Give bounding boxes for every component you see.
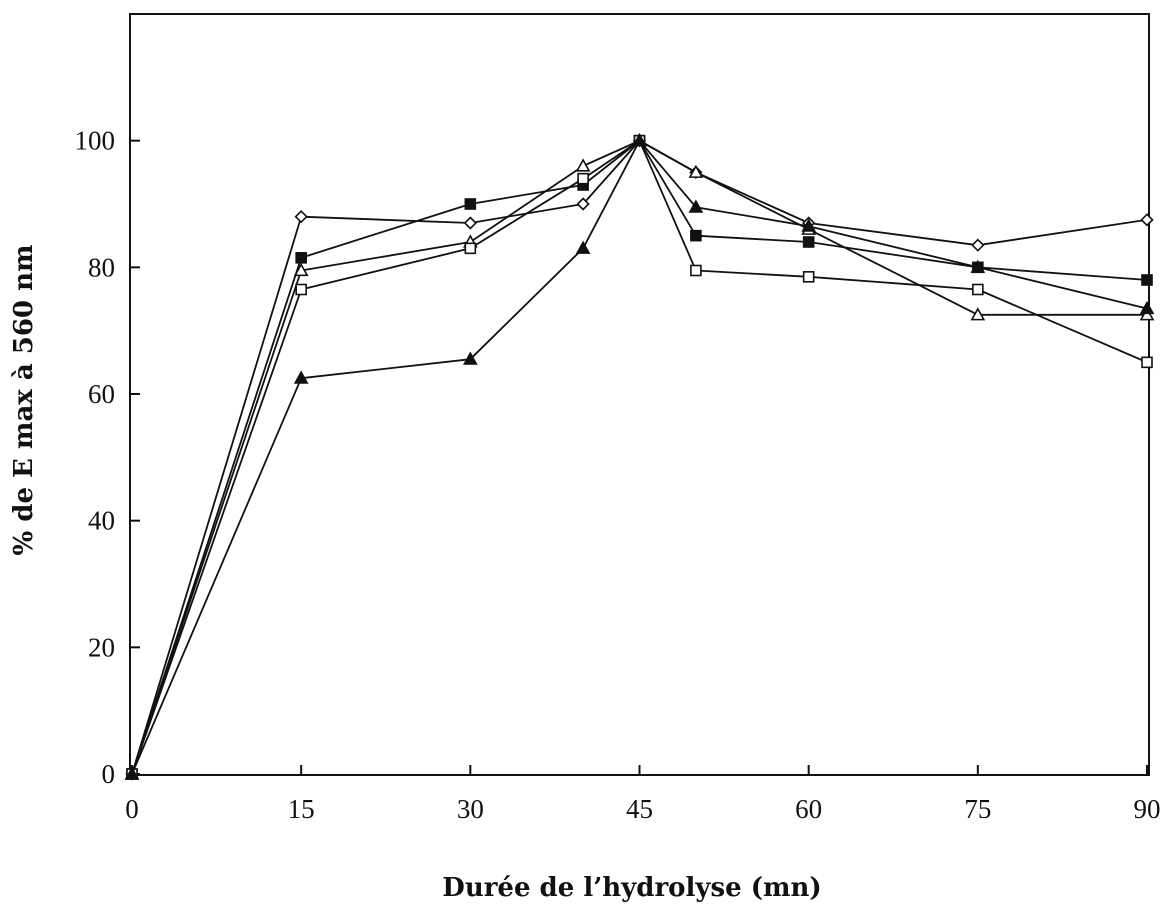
data-point-open-square bbox=[295, 283, 307, 296]
series-filled-triangle bbox=[124, 133, 1155, 780]
y-axis-title: % de E max à 560 nm bbox=[9, 245, 39, 556]
data-point-open-triangle bbox=[1139, 307, 1155, 321]
y-tick-label: 20 bbox=[88, 632, 115, 662]
data-point-open-triangle bbox=[575, 158, 591, 172]
data-point-filled-square bbox=[690, 229, 702, 242]
data-point-open-diamond bbox=[576, 197, 590, 211]
data-point-open-triangle bbox=[970, 307, 986, 321]
data-point-open-square bbox=[972, 283, 984, 296]
data-point-open-square bbox=[464, 242, 477, 255]
y-tick-label: 100 bbox=[75, 126, 116, 156]
series-layer bbox=[124, 133, 1155, 781]
data-point-filled-triangle bbox=[801, 218, 817, 232]
data-point-filled-triangle bbox=[462, 351, 478, 365]
series-open-diamond bbox=[125, 134, 1154, 781]
series-line-open-triangle bbox=[131, 139, 1147, 775]
x-tick-label: 30 bbox=[457, 794, 484, 824]
data-point-open-diamond bbox=[1140, 213, 1154, 227]
series-open-square bbox=[126, 134, 1153, 780]
data-point-filled-triangle bbox=[1139, 300, 1155, 315]
x-tick-label: 15 bbox=[288, 794, 315, 824]
data-point-filled-triangle bbox=[575, 240, 591, 254]
series-line-filled-square bbox=[131, 139, 1148, 775]
data-point-open-diamond bbox=[971, 238, 985, 252]
data-point-open-diamond bbox=[294, 210, 308, 224]
x-axis-ticks: 0 15 30 45 60 75 90 bbox=[125, 765, 1161, 824]
x-tick-label: 45 bbox=[626, 794, 653, 824]
y-tick-label: 40 bbox=[88, 506, 115, 536]
data-point-filled-square bbox=[295, 252, 307, 264]
x-tick-label: 60 bbox=[795, 794, 822, 824]
series-filled-square bbox=[126, 134, 1153, 780]
y-axis-ticks: 0 20 40 60 80 100 bbox=[75, 126, 140, 789]
series-line-filled-triangle bbox=[131, 139, 1148, 775]
data-point-filled-square bbox=[464, 198, 477, 210]
x-axis-title: Durée de l’hydrolyse (mn) bbox=[442, 873, 821, 903]
data-point-filled-triangle bbox=[970, 259, 986, 273]
data-point-open-square bbox=[802, 271, 815, 283]
y-tick-label: 0 bbox=[102, 759, 116, 789]
data-point-open-square bbox=[690, 264, 702, 277]
y-tick-label: 60 bbox=[88, 379, 115, 409]
series-line-open-diamond bbox=[131, 139, 1148, 775]
data-point-open-diamond bbox=[463, 216, 477, 230]
x-tick-label: 0 bbox=[125, 794, 139, 824]
y-tick-label: 80 bbox=[88, 252, 115, 282]
data-point-filled-triangle bbox=[688, 199, 704, 213]
data-point-open-square bbox=[1141, 356, 1153, 369]
series-open-triangle bbox=[124, 133, 1155, 780]
data-point-filled-square bbox=[1141, 274, 1153, 286]
plot-frame bbox=[129, 13, 1150, 776]
series-line-open-square bbox=[131, 139, 1148, 775]
x-tick-label: 90 bbox=[1134, 794, 1161, 824]
x-tick-label: 75 bbox=[964, 794, 991, 824]
data-point-filled-triangle bbox=[293, 370, 309, 384]
data-point-open-square bbox=[577, 172, 589, 185]
data-point-open-triangle bbox=[293, 262, 309, 277]
data-point-filled-triangle bbox=[632, 133, 647, 147]
data-point-filled-square bbox=[802, 236, 815, 248]
data-point-open-triangle bbox=[688, 164, 704, 178]
data-point-filled-triangle bbox=[124, 766, 140, 780]
